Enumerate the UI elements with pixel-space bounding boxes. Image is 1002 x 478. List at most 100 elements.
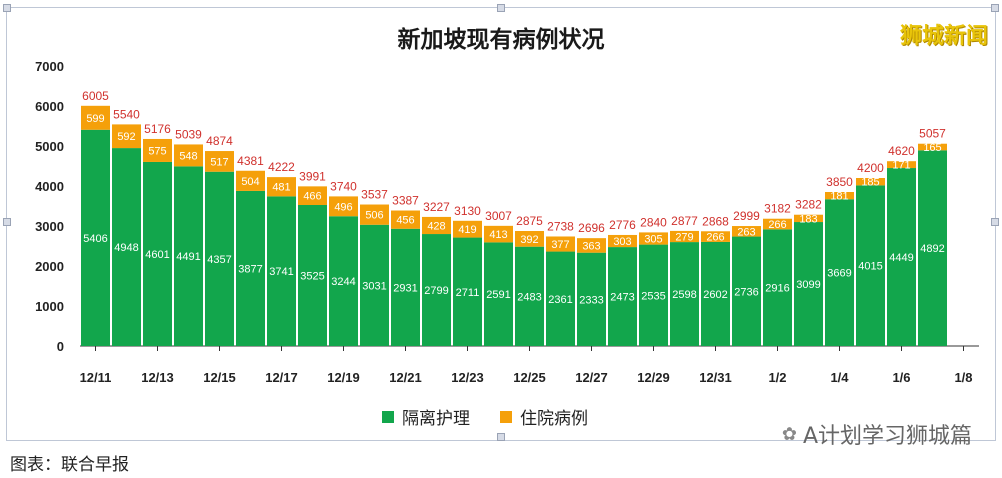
data-label-isolation: 2736 [734,286,758,298]
y-tick-label: 6000 [35,99,64,114]
resize-handle[interactable] [497,4,505,12]
data-label-hospital: 392 [520,234,538,246]
x-tick-label: 12/11 [80,370,112,385]
y-tick-label: 0 [57,339,64,354]
data-label-total: 5176 [144,122,171,136]
data-label-isolation: 5406 [83,233,107,245]
data-label-hospital: 279 [675,232,693,244]
data-label-isolation: 3877 [238,263,262,275]
legend-swatch-orange [500,410,512,423]
data-label-hospital: 575 [148,145,166,157]
x-tick-label: 12/13 [141,370,174,385]
data-label-hospital: 266 [706,232,724,244]
data-label-total: 3227 [423,200,450,214]
data-label-total: 4874 [206,134,233,148]
x-tick-label: 12/23 [451,370,484,385]
bar-segment-isolation [205,171,234,346]
bar-segment-hospital [267,177,296,197]
x-tick-label: 12/15 [203,370,236,385]
legend-swatch-green [382,410,394,423]
data-label-hospital: 185 [861,177,879,189]
bar-segment-isolation [422,234,451,346]
resize-handle[interactable] [991,4,999,12]
bar-segment-hospital [205,151,234,172]
data-label-total: 2999 [733,209,760,223]
bar-segment-isolation [81,129,110,346]
data-label-isolation: 2535 [641,290,665,302]
bar-segment-hospital [236,170,265,191]
bar-segment-isolation [546,251,575,346]
bar-segment-hospital [887,161,916,169]
y-tick-label: 5000 [35,139,64,154]
bar-segment-hospital [577,238,606,253]
data-label-hospital: 456 [396,215,414,227]
data-label-hospital: 363 [582,240,600,252]
data-label-total: 2868 [702,214,729,228]
source-caption: 图表：联合早报 [10,455,129,475]
bar-segment-hospital [391,210,420,229]
data-label-hospital: 548 [179,150,197,162]
bar-segment-hospital [453,220,482,238]
bar-segment-isolation [701,241,730,346]
x-tick-label: 12/17 [265,370,298,385]
data-label-total: 4222 [268,160,295,174]
bar-segment-isolation [608,247,637,346]
legend-label: 住院病例 [520,409,588,429]
resize-handle[interactable] [3,4,11,12]
bar-segment-hospital [732,226,761,237]
bar-segment-hospital [112,124,141,149]
data-label-isolation: 4491 [176,251,200,263]
data-label-total: 2738 [547,219,574,233]
data-label-isolation: 2473 [610,292,634,304]
bar-segment-hospital [422,216,451,235]
data-label-hospital: 419 [458,224,476,236]
x-tick-label: 1/2 [768,370,786,385]
data-label-isolation: 3244 [331,276,355,288]
x-tick-label: 12/29 [637,370,670,385]
x-tick-label: 12/31 [699,370,732,385]
bar-segment-hospital [825,192,854,200]
resize-handle[interactable] [497,433,505,441]
data-label-total: 3007 [485,209,512,223]
data-label-isolation: 4449 [889,252,913,264]
bar-segment-isolation [267,196,296,346]
bar-segment-isolation [918,150,947,346]
data-label-hospital: 183 [799,213,817,225]
bar-segment-isolation [360,224,389,346]
bar-segment-isolation [236,190,265,346]
data-label-hospital: 377 [551,239,569,251]
y-tick-label: 2000 [35,259,64,274]
data-label-total: 2875 [516,214,543,228]
data-label-hospital: 517 [210,156,228,168]
bar-segment-isolation [515,246,544,346]
bar-segment-isolation [391,228,420,346]
bar-segment-hospital [794,214,823,223]
data-label-total: 3182 [764,202,791,216]
data-label-isolation: 2361 [548,294,572,306]
data-label-total: 4381 [237,154,264,168]
data-label-hospital: 592 [117,131,135,143]
bar-segment-isolation [794,222,823,346]
x-tick-label: 12/25 [513,370,546,385]
legend-item-isolation: 隔离护理 [382,404,470,429]
data-label-hospital: 305 [644,234,662,246]
data-label-isolation: 3741 [269,266,293,278]
data-label-total: 5540 [113,107,140,121]
data-label-hospital: 181 [830,191,848,203]
data-label-isolation: 2916 [765,283,789,295]
data-label-isolation: 2931 [393,282,417,294]
brand-logo: 狮城新闻 [899,24,988,49]
bar-segment-isolation [112,148,141,346]
bar-segment-hospital [360,204,389,225]
resize-handle[interactable] [991,218,999,226]
x-tick-label: 12/19 [327,370,360,385]
bar-segment-isolation [329,216,358,346]
resize-handle[interactable] [3,218,11,226]
watermark: ✿ A计划学习狮城篇 [782,418,972,450]
bar-segment-hospital [81,105,110,130]
data-label-hospital: 506 [365,210,383,222]
bar-segment-isolation [143,161,172,346]
data-label-isolation: 2483 [517,291,541,303]
data-label-isolation: 4892 [920,243,944,255]
bar-segment-hospital [608,234,637,248]
